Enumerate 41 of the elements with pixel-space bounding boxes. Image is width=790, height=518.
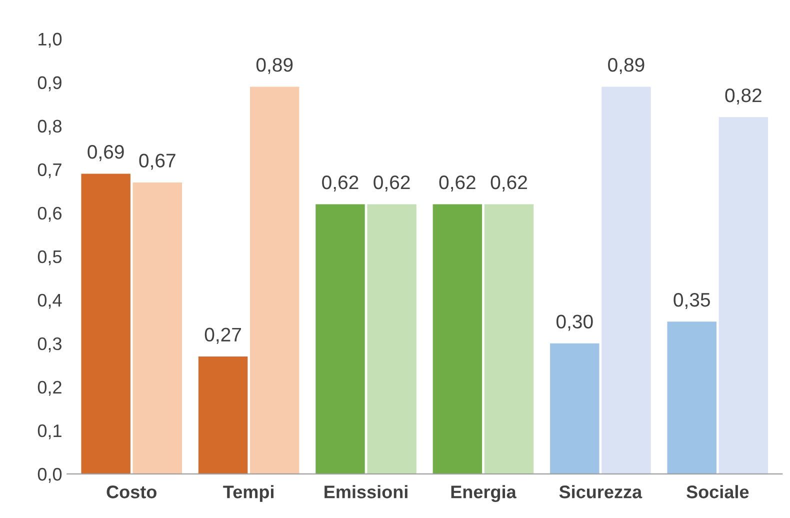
x-tick-label: Emissioni xyxy=(324,485,408,498)
data-label: 0,69 xyxy=(88,145,124,162)
bar xyxy=(484,204,534,474)
data-label: 0,62 xyxy=(322,175,358,192)
y-tick-label: 0,0 xyxy=(38,468,62,483)
bar xyxy=(250,86,300,474)
data-label: 0,82 xyxy=(725,88,762,105)
y-tick-label: 0,9 xyxy=(38,76,62,92)
data-label: 0,62 xyxy=(374,175,410,192)
bar xyxy=(667,322,716,474)
x-tick-label: Sociale xyxy=(686,485,749,498)
data-label: 0,35 xyxy=(674,292,710,310)
data-label: 0,62 xyxy=(490,175,527,192)
bar xyxy=(316,204,365,474)
y-tick-label: 0,1 xyxy=(38,424,62,440)
data-label: 0,89 xyxy=(608,58,644,74)
data-label: 0,27 xyxy=(204,328,241,344)
x-tick-label: Tempi xyxy=(223,485,274,502)
data-label: 0,30 xyxy=(556,314,593,331)
y-tick-label: 0,4 xyxy=(38,294,62,309)
data-label: 0,67 xyxy=(139,154,176,170)
x-tick-label: Costo xyxy=(106,486,156,498)
x-tick-label: Sicurezza xyxy=(559,485,642,498)
bar xyxy=(367,204,416,474)
y-tick-label: 0,7 xyxy=(38,163,62,178)
y-tick-label: 0,6 xyxy=(38,206,62,222)
y-tick-label: 0,5 xyxy=(38,250,62,266)
bar xyxy=(602,86,651,474)
y-tick-label: 1,0 xyxy=(38,32,62,48)
y-tick-label: 0,2 xyxy=(38,380,62,396)
bar xyxy=(198,356,248,474)
data-label: 0,89 xyxy=(256,58,293,74)
bar xyxy=(132,182,182,474)
bar xyxy=(81,174,130,474)
y-tick-label: 0,3 xyxy=(38,337,62,352)
bar xyxy=(550,343,600,474)
y-tick-label: 0,8 xyxy=(38,120,62,135)
bar xyxy=(432,204,482,474)
x-tick-label: Energia xyxy=(451,485,516,502)
bar xyxy=(718,117,768,474)
data-label: 0,62 xyxy=(439,175,476,192)
